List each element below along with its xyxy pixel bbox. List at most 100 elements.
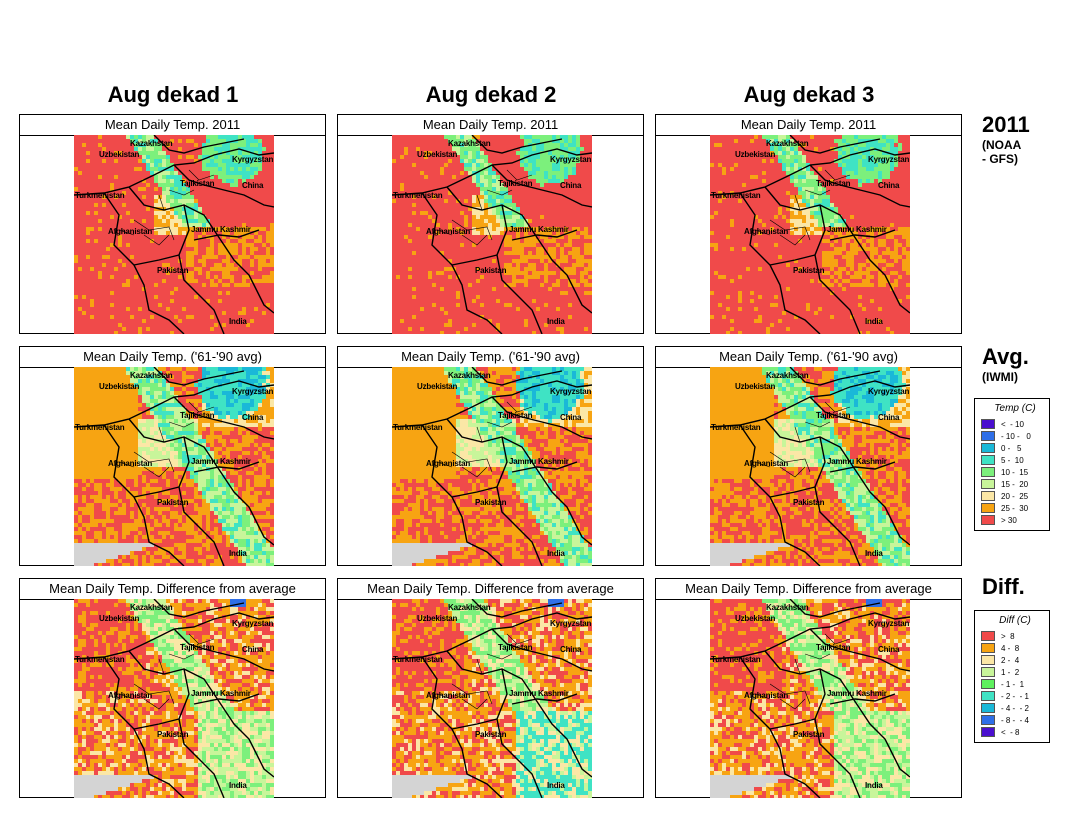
- legend-item: > 30: [981, 514, 1049, 526]
- row-label: 2011 (NOAA - GFS): [982, 112, 1030, 166]
- map-label: Uzbekistan: [417, 382, 457, 391]
- map-label: Pakistan: [793, 498, 825, 507]
- map-image: [710, 367, 910, 566]
- legend-item: - 8 - - 4: [981, 714, 1049, 726]
- map-label: India: [229, 317, 247, 326]
- legend-swatch: [981, 467, 995, 477]
- map-label: Afghanistan: [426, 227, 470, 236]
- panel-title: Mean Daily Temp. ('61-'90 avg): [20, 347, 325, 368]
- legend-label: 0 - 5: [1001, 444, 1021, 453]
- map-label: Turkmenistan: [393, 423, 443, 432]
- legend-item: 10 - 15: [981, 466, 1049, 478]
- map-label: Afghanistan: [426, 459, 470, 468]
- map-label: Pakistan: [157, 266, 189, 275]
- legend-label: - 8 - - 4: [1001, 716, 1029, 725]
- row-label-source: (IWMI): [982, 370, 1029, 384]
- legend-item: 4 - 8: [981, 642, 1049, 654]
- temp-legend: Temp (C) < - 10 - 10 - 0 0 - 5 5 - 10 10 - 15…: [974, 398, 1050, 531]
- legend-item: - 2 - - 1: [981, 690, 1049, 702]
- map-label: Uzbekistan: [99, 614, 139, 623]
- map-label: Kyrgyzstan: [550, 387, 591, 396]
- legend-swatch: [981, 479, 995, 489]
- legend-swatch: [981, 703, 995, 713]
- panel-title: Mean Daily Temp. Difference from average: [656, 579, 961, 600]
- legend-swatch: [981, 727, 995, 737]
- legend-swatch: [981, 419, 995, 429]
- legend-swatch: [981, 679, 995, 689]
- legend-label: 15 - 20: [1001, 480, 1028, 489]
- panel-title: Mean Daily Temp. Difference from average: [20, 579, 325, 600]
- map-label: Afghanistan: [426, 691, 470, 700]
- map-label: Kazakhstan: [448, 603, 491, 612]
- map-label: India: [865, 781, 883, 790]
- legend-item: 20 - 25: [981, 490, 1049, 502]
- map-label: Turkmenistan: [75, 655, 125, 664]
- map-label: Afghanistan: [744, 227, 788, 236]
- map-panel: Mean Daily Temp. ('61-'90 avg) Kazakhstan…: [655, 346, 962, 566]
- map-label: Turkmenistan: [711, 191, 761, 200]
- map-label: Kyrgyzstan: [232, 387, 273, 396]
- legend-item: > 8: [981, 630, 1049, 642]
- map-panel: Mean Daily Temp. Difference from average…: [655, 578, 962, 798]
- map-label: India: [547, 781, 565, 790]
- map-label: India: [229, 549, 247, 558]
- map-label: Kazakhstan: [448, 371, 491, 380]
- row-label: Diff.: [982, 574, 1025, 600]
- map-panel: Mean Daily Temp. 2011 Kazakhstan Uzbekista…: [19, 114, 326, 334]
- map-label: Uzbekistan: [417, 614, 457, 623]
- map-label: Pakistan: [793, 266, 825, 275]
- map-label: Jammu Kashmir: [509, 457, 569, 466]
- legend-label: 4 - 8: [1001, 644, 1019, 653]
- legend-swatch: [981, 455, 995, 465]
- map-label: Turkmenistan: [75, 191, 125, 200]
- map-label: Turkmenistan: [393, 655, 443, 664]
- legend-label: < - 8: [1001, 728, 1019, 737]
- map-label: Pakistan: [475, 498, 507, 507]
- map-label: China: [560, 181, 581, 190]
- map-label: Afghanistan: [744, 691, 788, 700]
- legend-item: 2 - 4: [981, 654, 1049, 666]
- map-label: Turkmenistan: [711, 655, 761, 664]
- legend-item: - 10 - 0: [981, 430, 1049, 442]
- column-header: Aug dekad 3: [655, 82, 963, 108]
- map-label: China: [878, 181, 899, 190]
- legend-label: > 30: [1001, 516, 1017, 525]
- legend-swatch: [981, 503, 995, 513]
- map-panel: Mean Daily Temp. 2011 Kazakhstan Uzbekista…: [655, 114, 962, 334]
- row-label: Avg. (IWMI): [982, 344, 1029, 384]
- map-label: China: [242, 645, 263, 654]
- column-header: Aug dekad 2: [337, 82, 645, 108]
- map-image: [74, 367, 274, 566]
- map-label: Uzbekistan: [735, 614, 775, 623]
- legend-label: 20 - 25: [1001, 492, 1028, 501]
- panel-title: Mean Daily Temp. ('61-'90 avg): [338, 347, 643, 368]
- map-label: Kyrgyzstan: [868, 619, 909, 628]
- map-image: [392, 599, 592, 798]
- panel-title: Mean Daily Temp. Difference from average: [338, 579, 643, 600]
- diff-legend: Diff (C) > 8 4 - 8 2 - 4 1 - 2 - 1 - 1 - 2 - -…: [974, 610, 1050, 743]
- map-label: Pakistan: [157, 498, 189, 507]
- map-label: India: [865, 317, 883, 326]
- map-label: Kyrgyzstan: [232, 619, 273, 628]
- legend-swatch: [981, 667, 995, 677]
- legend-item: - 1 - 1: [981, 678, 1049, 690]
- legend-item: 0 - 5: [981, 442, 1049, 454]
- legend-swatch: [981, 655, 995, 665]
- map-image: [392, 367, 592, 566]
- map-label: Kazakhstan: [766, 371, 809, 380]
- map-image: [74, 135, 274, 334]
- map-image: [74, 599, 274, 798]
- row-label-source: - GFS): [982, 152, 1030, 166]
- legend-label: - 4 - - 2: [1001, 704, 1029, 713]
- map-panel: Mean Daily Temp. Difference from average…: [337, 578, 644, 798]
- map-label: China: [242, 413, 263, 422]
- legend-swatch: [981, 691, 995, 701]
- map-label: Kazakhstan: [130, 139, 173, 148]
- map-label: Pakistan: [475, 266, 507, 275]
- legend-swatch: [981, 631, 995, 641]
- map-label: Uzbekistan: [735, 150, 775, 159]
- legend-label: - 1 - 1: [1001, 680, 1024, 689]
- legend-label: < - 10: [1001, 420, 1024, 429]
- map-label: Tajikistan: [816, 643, 851, 652]
- legend-swatch: [981, 715, 995, 725]
